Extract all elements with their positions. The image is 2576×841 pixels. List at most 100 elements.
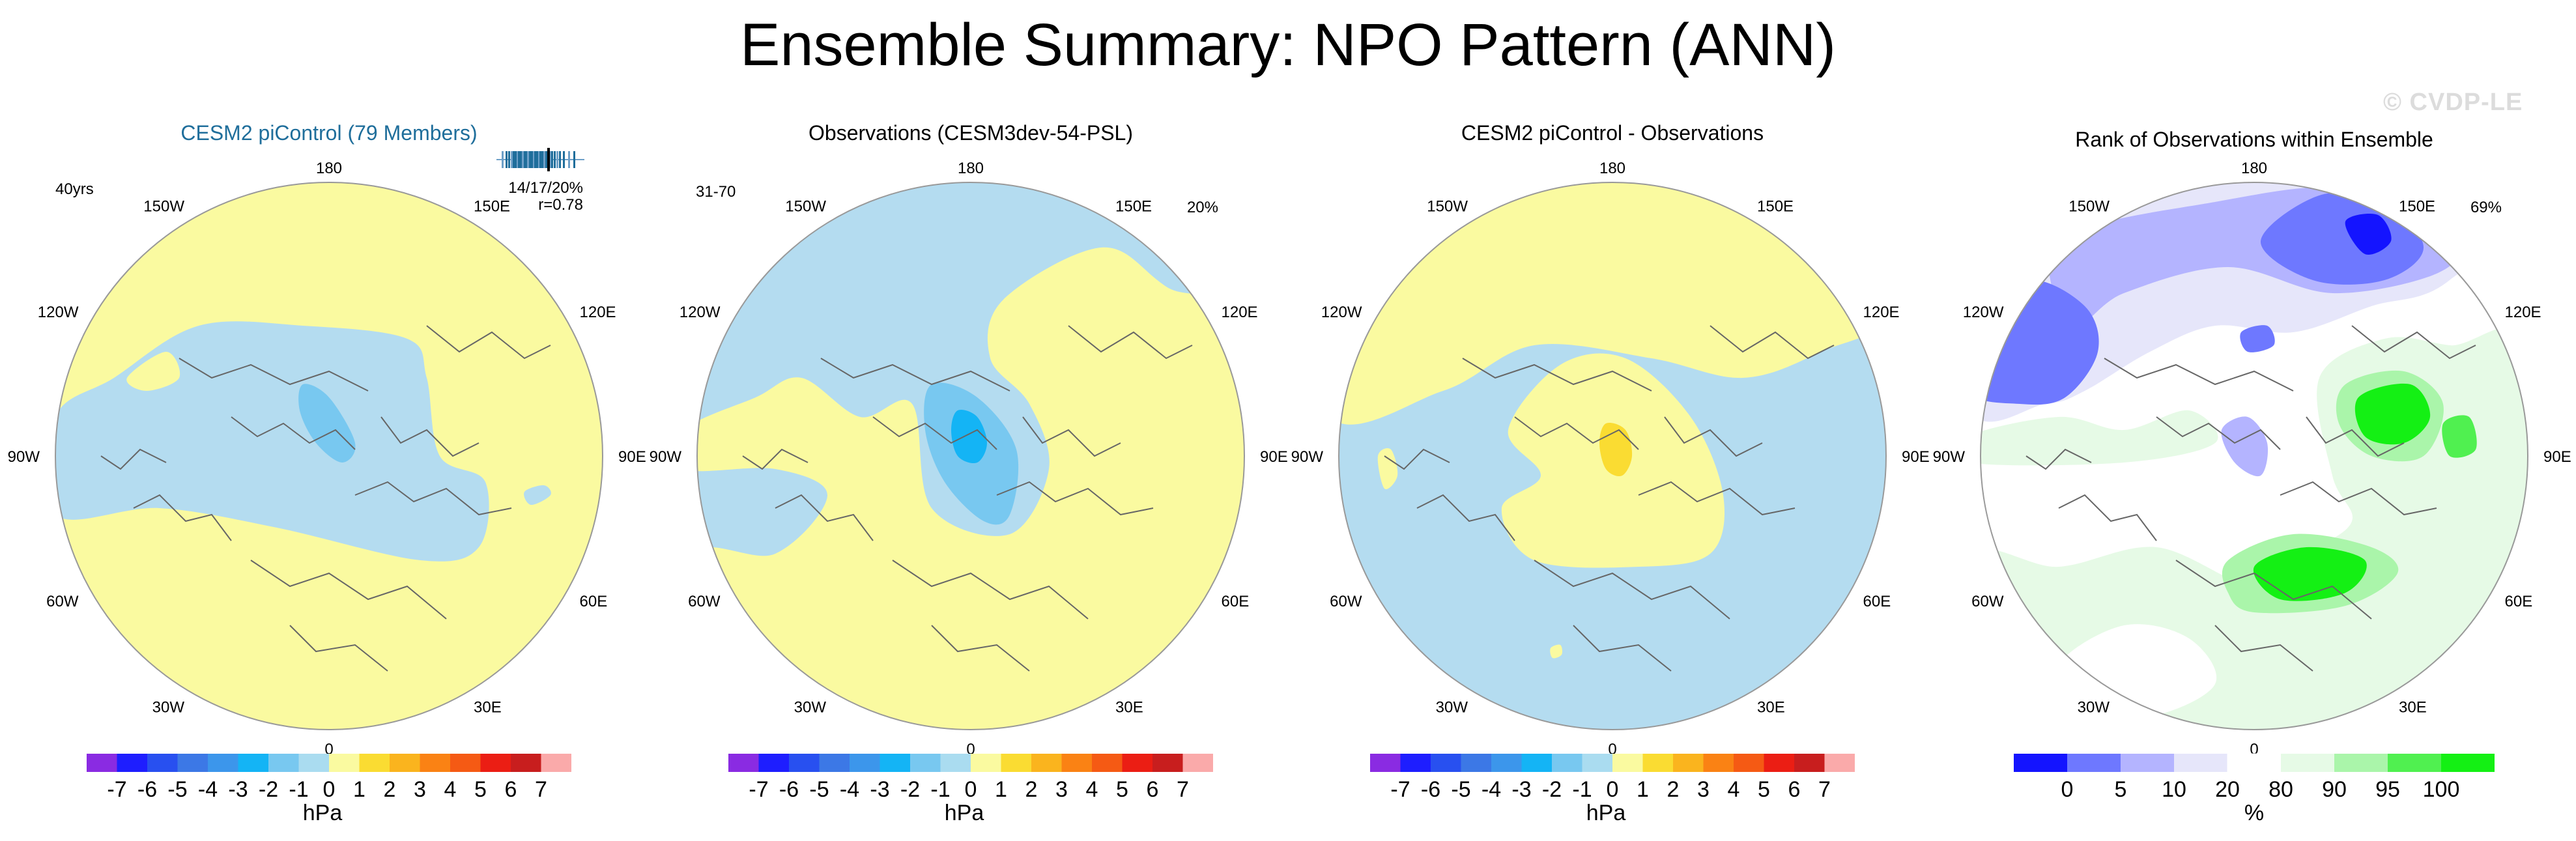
coastline <box>1514 416 1639 450</box>
colorbar-tick-label: 0 <box>1607 777 1619 802</box>
colorbar-tick-label: 2 <box>384 777 396 802</box>
ensemble-member-tick <box>543 151 545 168</box>
colorbar-tick-label: 6 <box>1147 777 1159 802</box>
ensemble-member-tick <box>563 151 565 168</box>
colorbar-tick-label: 10 <box>2162 777 2186 802</box>
colorbar-tick-label: 3 <box>414 777 426 802</box>
colorbar-swatch <box>2334 754 2388 772</box>
colorbar-swatch <box>329 754 360 772</box>
colorbar-swatch <box>1582 754 1612 772</box>
colorbar-tick-label: -5 <box>167 777 187 802</box>
colorbar-swatch <box>1431 754 1461 772</box>
map-lon-label: 60W <box>46 593 79 610</box>
colorbar-swatch <box>1824 754 1855 772</box>
colorbar-tick-label: -3 <box>1511 777 1531 802</box>
map-lon-label: 120E <box>2505 304 2541 321</box>
coastline <box>2175 560 2372 620</box>
map-lon-label: 60W <box>1330 593 1362 610</box>
map-panel-3 <box>1339 182 1886 730</box>
map-lon-label: 90W <box>1291 448 1324 466</box>
negative-max <box>951 409 987 464</box>
coastline <box>775 494 874 541</box>
ensemble-member-tick <box>534 151 536 168</box>
coastline <box>1664 416 1763 457</box>
colorbar-swatch <box>2121 754 2174 772</box>
ensemble-member-tick <box>520 151 522 168</box>
colorbar-swatch <box>789 754 820 772</box>
colorbar-swatch <box>1794 754 1825 772</box>
rank-highest-region <box>2253 547 2367 601</box>
colorbar-tick-label: -6 <box>137 777 157 802</box>
coastline <box>2351 325 2476 360</box>
colorbar-swatch <box>1673 754 1704 772</box>
map-lon-label: 30W <box>794 699 827 717</box>
map-lon-label: 150E <box>1757 197 1794 215</box>
colorbar-units: hPa <box>1586 801 1626 825</box>
ensemble-member-tick <box>556 151 558 168</box>
colorbar-units: % <box>2244 801 2264 825</box>
colorbar-units: hPa <box>945 801 984 825</box>
coastline <box>996 481 1154 516</box>
map-lon-label: 60W <box>1971 593 2004 610</box>
map-lon-label: 30W <box>2078 699 2110 717</box>
colorbar-tick-label: 6 <box>505 777 517 802</box>
colorbar-tick-label: 4 <box>1086 777 1098 802</box>
negative-core <box>298 384 356 463</box>
ensemble-member-tick <box>517 151 519 168</box>
ensemble-member-tick <box>522 151 524 168</box>
colorbar-tick-label: -6 <box>779 777 799 802</box>
coastline <box>1710 325 1835 360</box>
map-boundary <box>1980 182 2528 730</box>
map-lon-label: 60W <box>688 593 721 610</box>
colorbar-swatch <box>850 754 880 772</box>
colorbar-tick-label: 3 <box>1697 777 1710 802</box>
ensemble-member-tick <box>541 151 543 168</box>
coastline <box>872 416 997 450</box>
map-lon-label: 30E <box>474 699 502 717</box>
coastline <box>231 416 356 450</box>
map-lon-label: 150W <box>2068 197 2110 215</box>
ensemble-member-tick <box>513 151 515 168</box>
map-lon-label: 180 <box>2241 160 2267 177</box>
ensemble-member-tick <box>545 151 547 168</box>
ensemble-member-tick <box>515 151 517 168</box>
map-lon-label: 150W <box>143 197 184 215</box>
colorbar-swatch <box>2227 753 2282 773</box>
colorbar: -7 -6 -5 -4 -3 -2 -1 0 1 2 3 4 5 6 7 hPa <box>1370 754 1855 825</box>
colorbar-swatch <box>1122 754 1152 772</box>
colorbar-tick-label: -5 <box>809 777 829 802</box>
colorbar-swatch <box>1734 754 1764 772</box>
colorbar-tick-label: -7 <box>749 777 768 802</box>
colorbar-swatch <box>1491 754 1522 772</box>
colorbar-swatch <box>117 754 147 772</box>
colorbar: -7 -6 -5 -4 -3 -2 -1 0 1 2 3 4 5 6 7 hPa <box>87 754 571 825</box>
coastline <box>1534 560 1730 620</box>
colorbar-swatch <box>480 754 511 772</box>
colorbar-swatch <box>1400 754 1431 772</box>
map-lon-label: 180 <box>958 160 984 177</box>
colorbar-swatch <box>511 754 541 772</box>
map-lon-label: 60E <box>580 593 608 610</box>
colorbar-swatch <box>728 754 759 772</box>
map-lon-label: 90W <box>8 448 40 466</box>
colorbar-tick-label: 20 <box>2215 777 2240 802</box>
rank-high-region <box>1981 410 2218 466</box>
colorbar-tick-label: -2 <box>900 777 920 802</box>
colorbar-tick-label: -7 <box>1390 777 1410 802</box>
ensemble-member-tick <box>511 151 513 168</box>
panel-title: Observations (CESM3dev-54-PSL) <box>809 121 1133 145</box>
ensemble-member-tick <box>538 151 540 168</box>
colorbar-tick-label: 0 <box>2061 777 2074 802</box>
colorbar-swatch <box>2174 754 2227 772</box>
coastline <box>1384 448 1450 470</box>
colorbar-tick-label: 1 <box>353 777 365 802</box>
coastline <box>1068 325 1193 360</box>
coastline <box>2214 625 2313 672</box>
panel-stat-label: 14/17/20% <box>508 179 583 197</box>
ensemble-member-tick <box>518 151 520 168</box>
map-panel-2 <box>697 182 1244 730</box>
coastline <box>2025 448 2092 470</box>
map-lon-label: 30W <box>152 699 185 717</box>
coastline <box>100 448 167 470</box>
